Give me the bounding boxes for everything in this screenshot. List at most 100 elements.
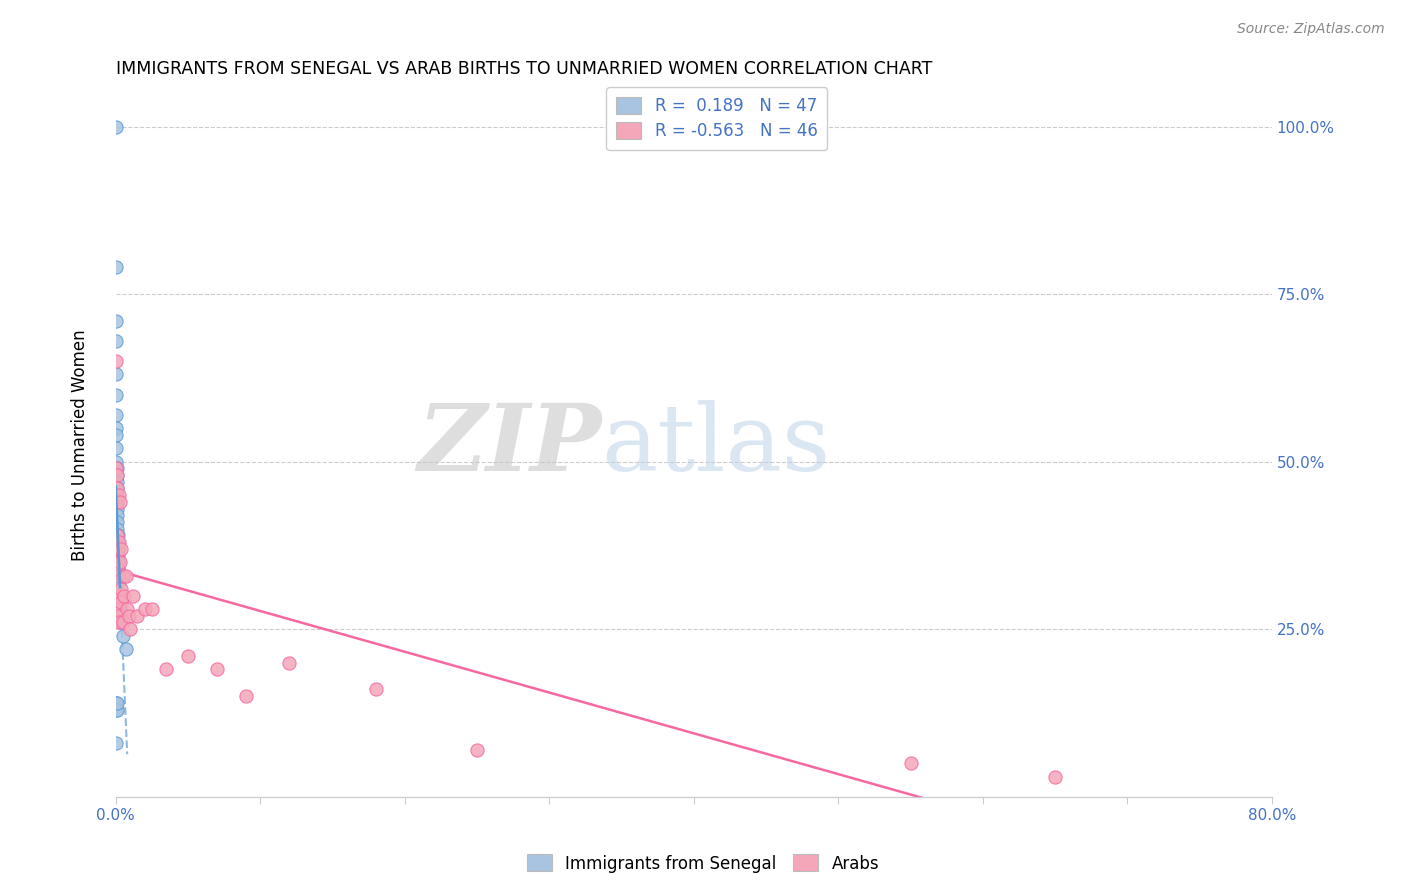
Point [105, 702, 128, 716]
Point [107, 528, 129, 542]
Point [127, 608, 149, 623]
Point [107, 555, 129, 569]
Point [134, 602, 156, 616]
Text: Source: ZipAtlas.com: Source: ZipAtlas.com [1237, 22, 1385, 37]
Text: atlas: atlas [602, 400, 831, 490]
Point [465, 743, 488, 757]
Point [107, 535, 129, 549]
Text: ZIP: ZIP [418, 400, 602, 490]
Point [107, 602, 129, 616]
Point [105, 696, 128, 710]
Point [105, 549, 128, 563]
Point [205, 662, 228, 676]
Point [364, 682, 387, 697]
Point [108, 589, 131, 603]
Point [108, 555, 131, 569]
Point [115, 602, 138, 616]
Point [105, 555, 128, 569]
Point [105, 488, 128, 502]
Point [108, 589, 131, 603]
Point [117, 608, 139, 623]
Point [105, 515, 128, 529]
Point [111, 568, 134, 582]
Point [107, 562, 129, 576]
Point [105, 354, 128, 368]
Point [108, 602, 131, 616]
Point [105, 555, 128, 569]
Point [105, 495, 128, 509]
Point [110, 615, 132, 630]
Point [235, 689, 257, 703]
Point [278, 656, 301, 670]
Point [105, 535, 128, 549]
Point [105, 495, 128, 509]
Point [105, 522, 128, 536]
Point [105, 408, 128, 422]
Point [141, 602, 163, 616]
Point [108, 568, 131, 582]
Point [105, 696, 128, 710]
Point [105, 482, 128, 496]
Point [105, 421, 128, 435]
Point [105, 387, 128, 401]
Point [105, 501, 128, 516]
Point [111, 629, 134, 643]
Point [105, 461, 128, 475]
Point [107, 541, 129, 556]
Point [900, 756, 922, 771]
Point [120, 622, 142, 636]
Point [105, 535, 128, 549]
Point [112, 589, 135, 603]
Point [105, 488, 128, 502]
Point [104, 120, 127, 134]
Point [111, 615, 134, 630]
Point [105, 468, 128, 483]
Legend: R =  0.189   N = 47, R = -0.563   N = 46: R = 0.189 N = 47, R = -0.563 N = 46 [606, 87, 828, 151]
Point [107, 488, 129, 502]
Point [107, 562, 129, 576]
Point [105, 314, 128, 328]
Point [105, 702, 128, 716]
Point [105, 334, 128, 348]
Point [107, 555, 129, 569]
Point [110, 582, 132, 596]
Point [108, 535, 131, 549]
Point [105, 555, 128, 569]
Point [104, 736, 127, 750]
Point [105, 482, 128, 496]
Point [108, 589, 131, 603]
Point [105, 468, 128, 483]
Point [107, 608, 129, 623]
Point [105, 260, 128, 275]
Point [1043, 770, 1066, 784]
Point [177, 648, 200, 663]
Point [105, 541, 128, 556]
Point [105, 568, 128, 582]
Point [105, 427, 128, 442]
Text: IMMIGRANTS FROM SENEGAL VS ARAB BIRTHS TO UNMARRIED WOMEN CORRELATION CHART: IMMIGRANTS FROM SENEGAL VS ARAB BIRTHS T… [115, 60, 932, 78]
Point [107, 541, 129, 556]
Point [107, 615, 129, 630]
Point [155, 662, 177, 676]
Point [107, 568, 129, 582]
Point [110, 595, 132, 609]
Point [105, 696, 128, 710]
Point [105, 508, 128, 523]
Point [114, 568, 136, 582]
Point [107, 549, 129, 563]
Point [105, 441, 128, 455]
Point [107, 562, 129, 576]
Point [108, 495, 131, 509]
Point [105, 368, 128, 382]
Point [105, 555, 128, 569]
Y-axis label: Births to Unmarried Women: Births to Unmarried Women [72, 329, 89, 561]
Point [105, 528, 128, 542]
Point [108, 575, 131, 590]
Point [114, 642, 136, 657]
Legend: Immigrants from Senegal, Arabs: Immigrants from Senegal, Arabs [520, 847, 886, 880]
Point [122, 589, 145, 603]
Point [105, 455, 128, 469]
Point [105, 475, 128, 489]
Point [105, 461, 128, 475]
Point [110, 541, 132, 556]
